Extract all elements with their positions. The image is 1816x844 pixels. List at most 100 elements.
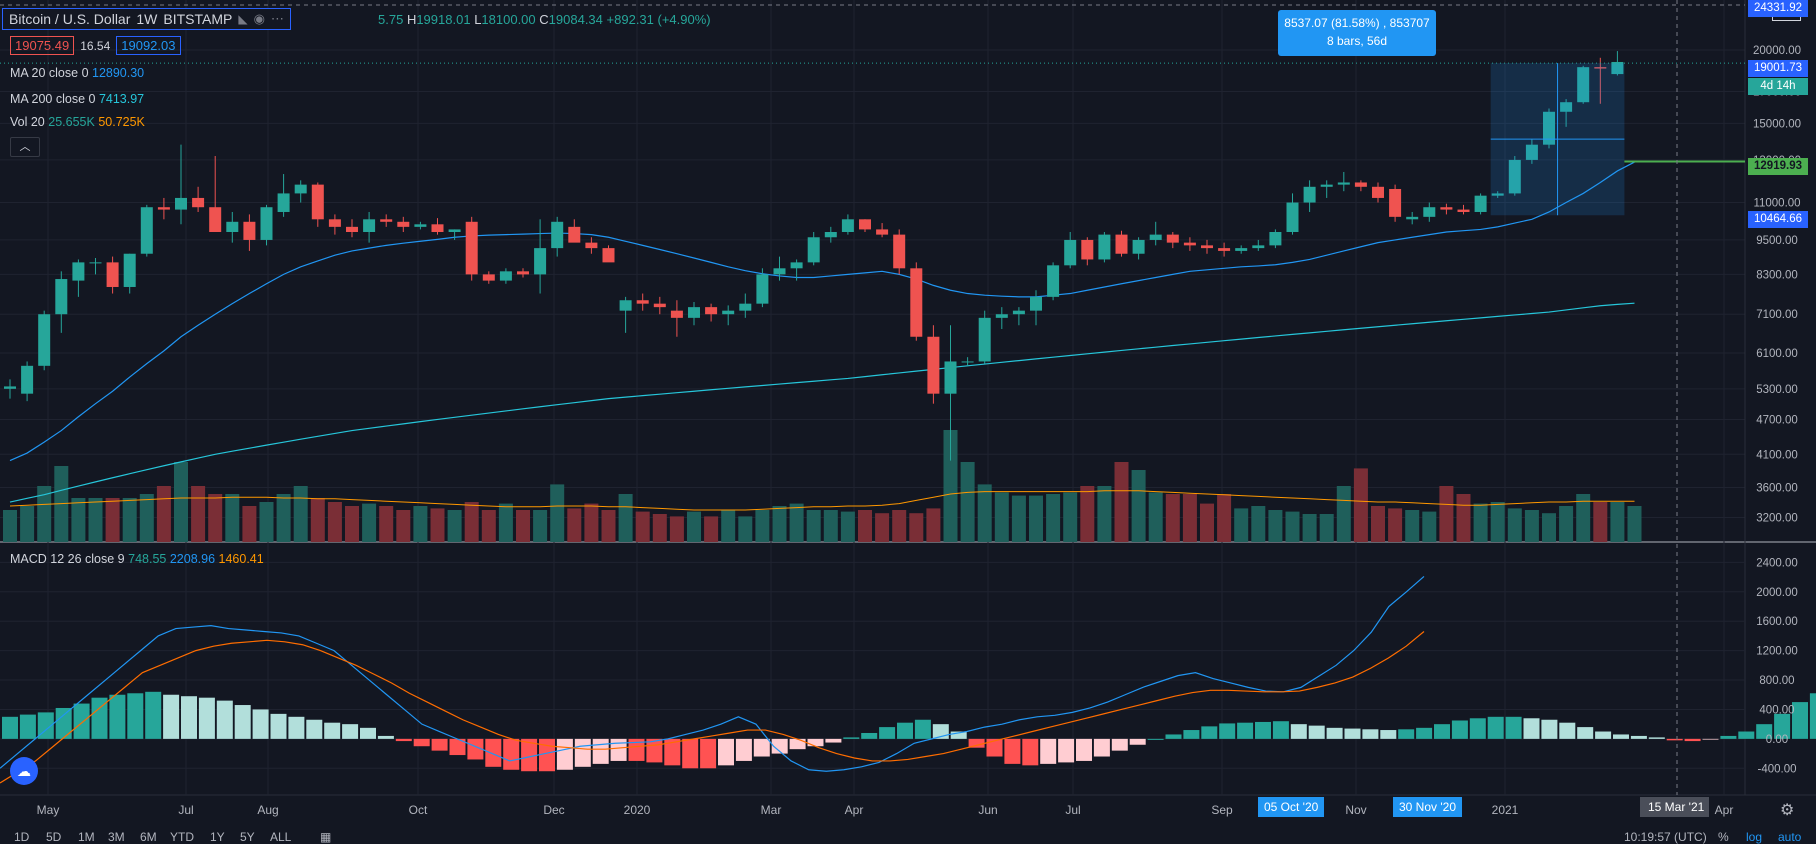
candle-body <box>1047 265 1060 297</box>
macd-histogram-bar <box>1040 738 1057 764</box>
tradingview-logo-icon[interactable]: ☁ <box>10 757 38 785</box>
candle-body <box>961 361 974 363</box>
price-tick-label: 4700.00 <box>1756 414 1798 426</box>
range-5y[interactable]: 5Y <box>240 830 255 844</box>
range-1y[interactable]: 1Y <box>210 830 225 844</box>
candle-body <box>1081 239 1094 260</box>
range-6m[interactable]: 6M <box>140 830 157 844</box>
volume-bar <box>1507 508 1522 542</box>
log-toggle[interactable]: log <box>1746 830 1763 844</box>
volume-bar <box>1080 486 1095 542</box>
symbol-header[interactable]: Bitcoin / U.S. Dollar 1W BITSTAMP ◣ ◉ ⋯ <box>2 8 291 30</box>
volume-bar <box>1559 506 1574 542</box>
macd-tick-label: 0.00 <box>1766 734 1788 746</box>
candle-body <box>859 219 871 230</box>
eye-icon[interactable]: ◉ <box>253 11 265 26</box>
calendar-icon[interactable]: ▦ <box>320 830 332 844</box>
measure-tooltip: 8537.07 (81.58%) , 853707 8 bars, 56d <box>1278 10 1436 56</box>
more-icon[interactable]: ⋯ <box>270 11 284 26</box>
volume-bar <box>516 510 530 542</box>
macd-histogram-bar <box>377 735 394 739</box>
volume-bar <box>498 503 513 542</box>
volume-bar <box>37 486 52 542</box>
macd-histogram-bar <box>324 722 341 739</box>
volume-bar <box>584 503 599 542</box>
time-tick-label: Apr <box>1715 803 1734 817</box>
ma200-legend[interactable]: MA 200 close 0 7413.97 <box>10 92 145 106</box>
range-1m[interactable]: 1M <box>78 830 95 844</box>
macd-histogram-bar <box>1702 738 1719 740</box>
time-tick-label: Dec <box>543 803 564 817</box>
volume-bar <box>926 508 941 542</box>
volume-bar <box>772 506 787 542</box>
candle-body <box>38 314 51 366</box>
volume-bar <box>550 484 565 542</box>
volume-bar <box>1302 514 1317 542</box>
volume-bar <box>1524 510 1539 542</box>
volume-bar <box>1371 506 1385 542</box>
time-tick-label: Oct <box>409 803 428 817</box>
time-tick-label: May <box>37 803 60 817</box>
volume-bar <box>994 492 1009 542</box>
macd-histogram-bar <box>288 716 305 739</box>
flag-icon[interactable]: ◣ <box>238 12 248 26</box>
gear-icon[interactable]: ⚙ <box>1780 802 1795 819</box>
candle-body <box>1423 207 1436 217</box>
candle-body <box>1166 234 1179 243</box>
volume-bar <box>909 513 924 542</box>
low-value: 18100.00 <box>481 12 536 27</box>
volume-bar <box>704 516 719 542</box>
grid <box>0 0 1816 796</box>
vol-legend[interactable]: Vol 20 25.655K 50.725K <box>10 115 145 129</box>
interval-label[interactable]: 1W <box>136 11 158 27</box>
macd-histogram-bar <box>861 732 878 739</box>
ma20-legend[interactable]: MA 20 close 0 12890.30 <box>10 66 145 80</box>
volume-bar <box>20 506 35 542</box>
volume-bar <box>396 510 411 542</box>
price-tick-label: 3600.00 <box>1756 482 1798 494</box>
candle-body <box>995 314 1008 318</box>
macd-legend[interactable]: MACD 12 26 close 9 748.55 2208.96 1460.4… <box>10 552 264 566</box>
macd-histogram-bar <box>1684 738 1701 742</box>
candle-body <box>1560 102 1573 112</box>
macd-tick-label: 1200.00 <box>1756 646 1798 658</box>
range-ytd[interactable]: YTD <box>170 830 194 844</box>
range-5d[interactable]: 5D <box>46 830 62 844</box>
macd-histogram-bar <box>1326 727 1343 739</box>
volume-bar <box>1131 470 1146 542</box>
candle-body <box>465 221 478 275</box>
macd-histogram-bar <box>1648 737 1665 739</box>
price-tick-label: 8300.00 <box>1756 269 1798 281</box>
range-all[interactable]: ALL <box>270 830 292 844</box>
moving-averages <box>9 161 1635 503</box>
candle-body <box>790 262 803 269</box>
bid-button[interactable]: 19075.49 <box>10 36 75 55</box>
percent-toggle[interactable]: % <box>1718 830 1729 844</box>
macd-histogram-bar <box>109 694 126 739</box>
range-1d[interactable]: 1D <box>14 830 30 844</box>
macd-histogram-bar <box>682 738 699 769</box>
collapse-legend-button[interactable]: ︿ <box>10 137 40 157</box>
candle-body <box>243 221 256 240</box>
macd-histogram-bar <box>789 738 806 750</box>
candle-body <box>1149 234 1162 240</box>
macd-histogram-bar <box>216 700 233 739</box>
range-3m[interactable]: 3M <box>108 830 125 844</box>
volume-bar <box>1576 494 1591 542</box>
macd-histogram-bar <box>1219 723 1236 739</box>
macd-histogram-bar <box>1272 721 1289 739</box>
macd-histogram-bar <box>950 731 967 739</box>
volume-bar <box>789 503 804 542</box>
volume-bar <box>174 462 188 542</box>
candle-body <box>927 336 940 394</box>
macd-histogram-bar <box>521 738 538 772</box>
macd-histogram-bar <box>735 738 752 761</box>
candle-body <box>294 184 307 194</box>
candle-body <box>1474 195 1487 212</box>
volume-bar <box>1336 486 1351 542</box>
volume-bar <box>738 516 753 542</box>
auto-toggle[interactable]: auto <box>1778 830 1802 844</box>
candle-body <box>1269 232 1282 246</box>
ask-button[interactable]: 19092.03 <box>116 36 181 55</box>
